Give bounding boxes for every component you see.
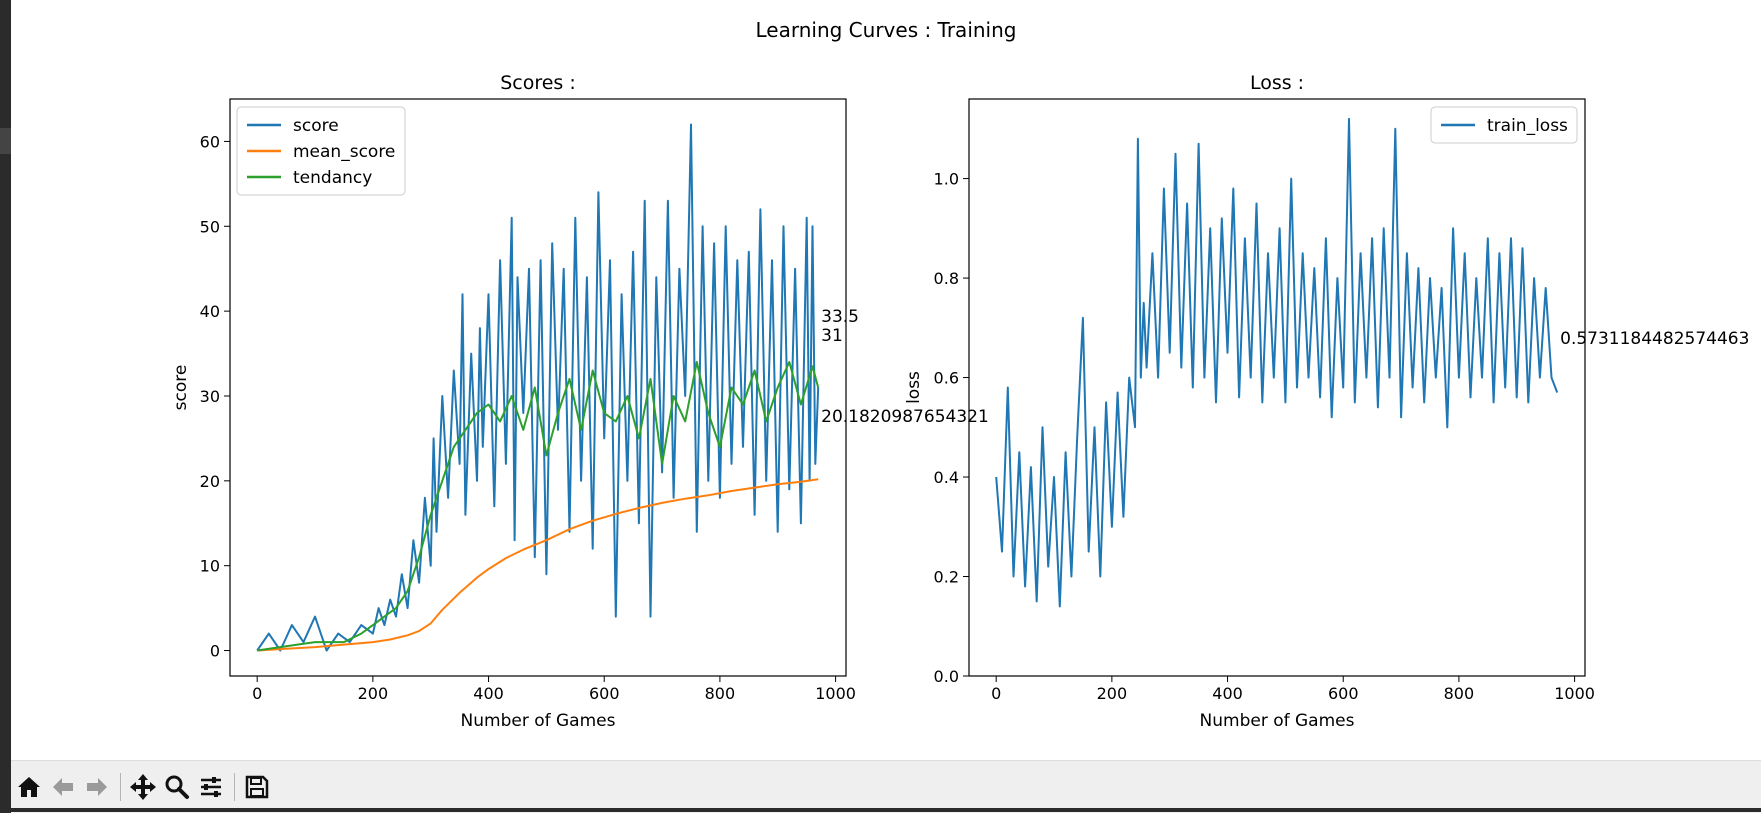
- y-tick-label: 0.8: [934, 269, 959, 288]
- figure-canvas[interactable]: Scores : 0 200 400 600 800 1000 0 10 20 30 40 50 60 Nu…: [11, 0, 1761, 760]
- y-tick-label: 60: [200, 132, 220, 151]
- y-tick-label: 10: [200, 557, 220, 576]
- x-tick-label: 600: [589, 684, 620, 703]
- series-line-train_loss: [995, 117, 1559, 608]
- y-axis-label: loss: [904, 371, 924, 404]
- subplot-1: Scores : 0 200 400 600 800 1000 0 10 20 30 40 50 60 Nu…: [171, 72, 989, 731]
- x-tick-label: 800: [705, 684, 736, 703]
- sliders-icon: [201, 777, 221, 797]
- end-value-label: 0.5731184482574463: [1560, 329, 1749, 349]
- legend-frame: [236, 106, 406, 196]
- y-tick-label: 0: [210, 642, 220, 661]
- legend: score mean_score tendancy: [236, 106, 406, 196]
- save-button[interactable]: [241, 771, 273, 803]
- arrow-left-icon: [53, 778, 73, 796]
- series-line-score: [256, 123, 820, 652]
- legend-label-train_loss: train_loss: [1487, 116, 1568, 136]
- y-tick-label: 0.2: [934, 568, 959, 587]
- y-tick-label: 20: [200, 472, 220, 491]
- toolbar-separator: [120, 773, 121, 801]
- end-value-label: 20.1820987654321: [821, 407, 989, 427]
- legend-label-mean_score: mean_score: [293, 142, 395, 162]
- y-tick-label: 1.0: [934, 170, 959, 189]
- figure-title: Learning Curves : Training: [755, 18, 1017, 42]
- figure-window: Learning Curves : Training Scores :0 200 4…: [11, 0, 1761, 813]
- y-tick-label: 30: [200, 387, 220, 406]
- x-tick-label: 1000: [815, 684, 856, 703]
- end-value-label: 33.5: [821, 307, 859, 327]
- y-tick-label: 40: [200, 302, 220, 321]
- navigation-toolbar: [11, 760, 1761, 813]
- legend-frame: [1430, 106, 1578, 144]
- y-axis-label: score: [171, 365, 191, 411]
- toolbar-separator: [234, 773, 235, 801]
- y-tick-label: 0.4: [934, 468, 959, 487]
- x-tick-label: 1000: [1554, 684, 1595, 703]
- x-axis-label: Number of Games: [461, 711, 616, 731]
- x-tick-label: 0: [252, 684, 262, 703]
- arrow-right-icon: [87, 778, 107, 796]
- series-line-tendancy: [257, 361, 820, 652]
- window-bottom-border: [11, 808, 1761, 812]
- subplot-title: Loss :: [1250, 72, 1304, 94]
- back-button[interactable]: [47, 771, 79, 803]
- x-tick-label: 200: [358, 684, 389, 703]
- pan-button[interactable]: [127, 771, 159, 803]
- forward-button[interactable]: [81, 771, 113, 803]
- desktop-edge: [0, 0, 11, 812]
- y-tick-label: 50: [200, 217, 220, 236]
- x-tick-label: 400: [1212, 684, 1243, 703]
- series-line-mean_score: [257, 478, 819, 652]
- zoom-button[interactable]: [161, 771, 193, 803]
- x-axis-label: Number of Games: [1200, 711, 1355, 731]
- x-tick-label: 800: [1444, 684, 1475, 703]
- legend-label-score: score: [293, 116, 339, 136]
- axes-frame: [229, 98, 847, 677]
- home-icon: [18, 777, 40, 797]
- configure-subplots-button[interactable]: [195, 771, 227, 803]
- x-tick-label: 600: [1328, 684, 1359, 703]
- axes-frame: [968, 98, 1586, 677]
- x-tick-label: 200: [1097, 684, 1128, 703]
- subplot-2: Loss : 0 200 400 600 800 1000 0.0 0.2 0.4 0.6 0.8 1.…: [904, 72, 1749, 731]
- legend-label-tendancy: tendancy: [293, 168, 372, 188]
- subplot-title: Scores :: [500, 72, 576, 94]
- y-tick-label: 0.0: [934, 667, 959, 686]
- save-icon: [245, 775, 269, 799]
- legend: train_loss: [1430, 106, 1578, 144]
- home-button[interactable]: [13, 771, 45, 803]
- magnifier-icon: [165, 775, 189, 799]
- end-value-label: 31: [821, 326, 843, 346]
- move-icon: [130, 774, 156, 800]
- y-tick-label: 0.6: [934, 369, 959, 388]
- x-tick-label: 0: [991, 684, 1001, 703]
- x-tick-label: 400: [473, 684, 504, 703]
